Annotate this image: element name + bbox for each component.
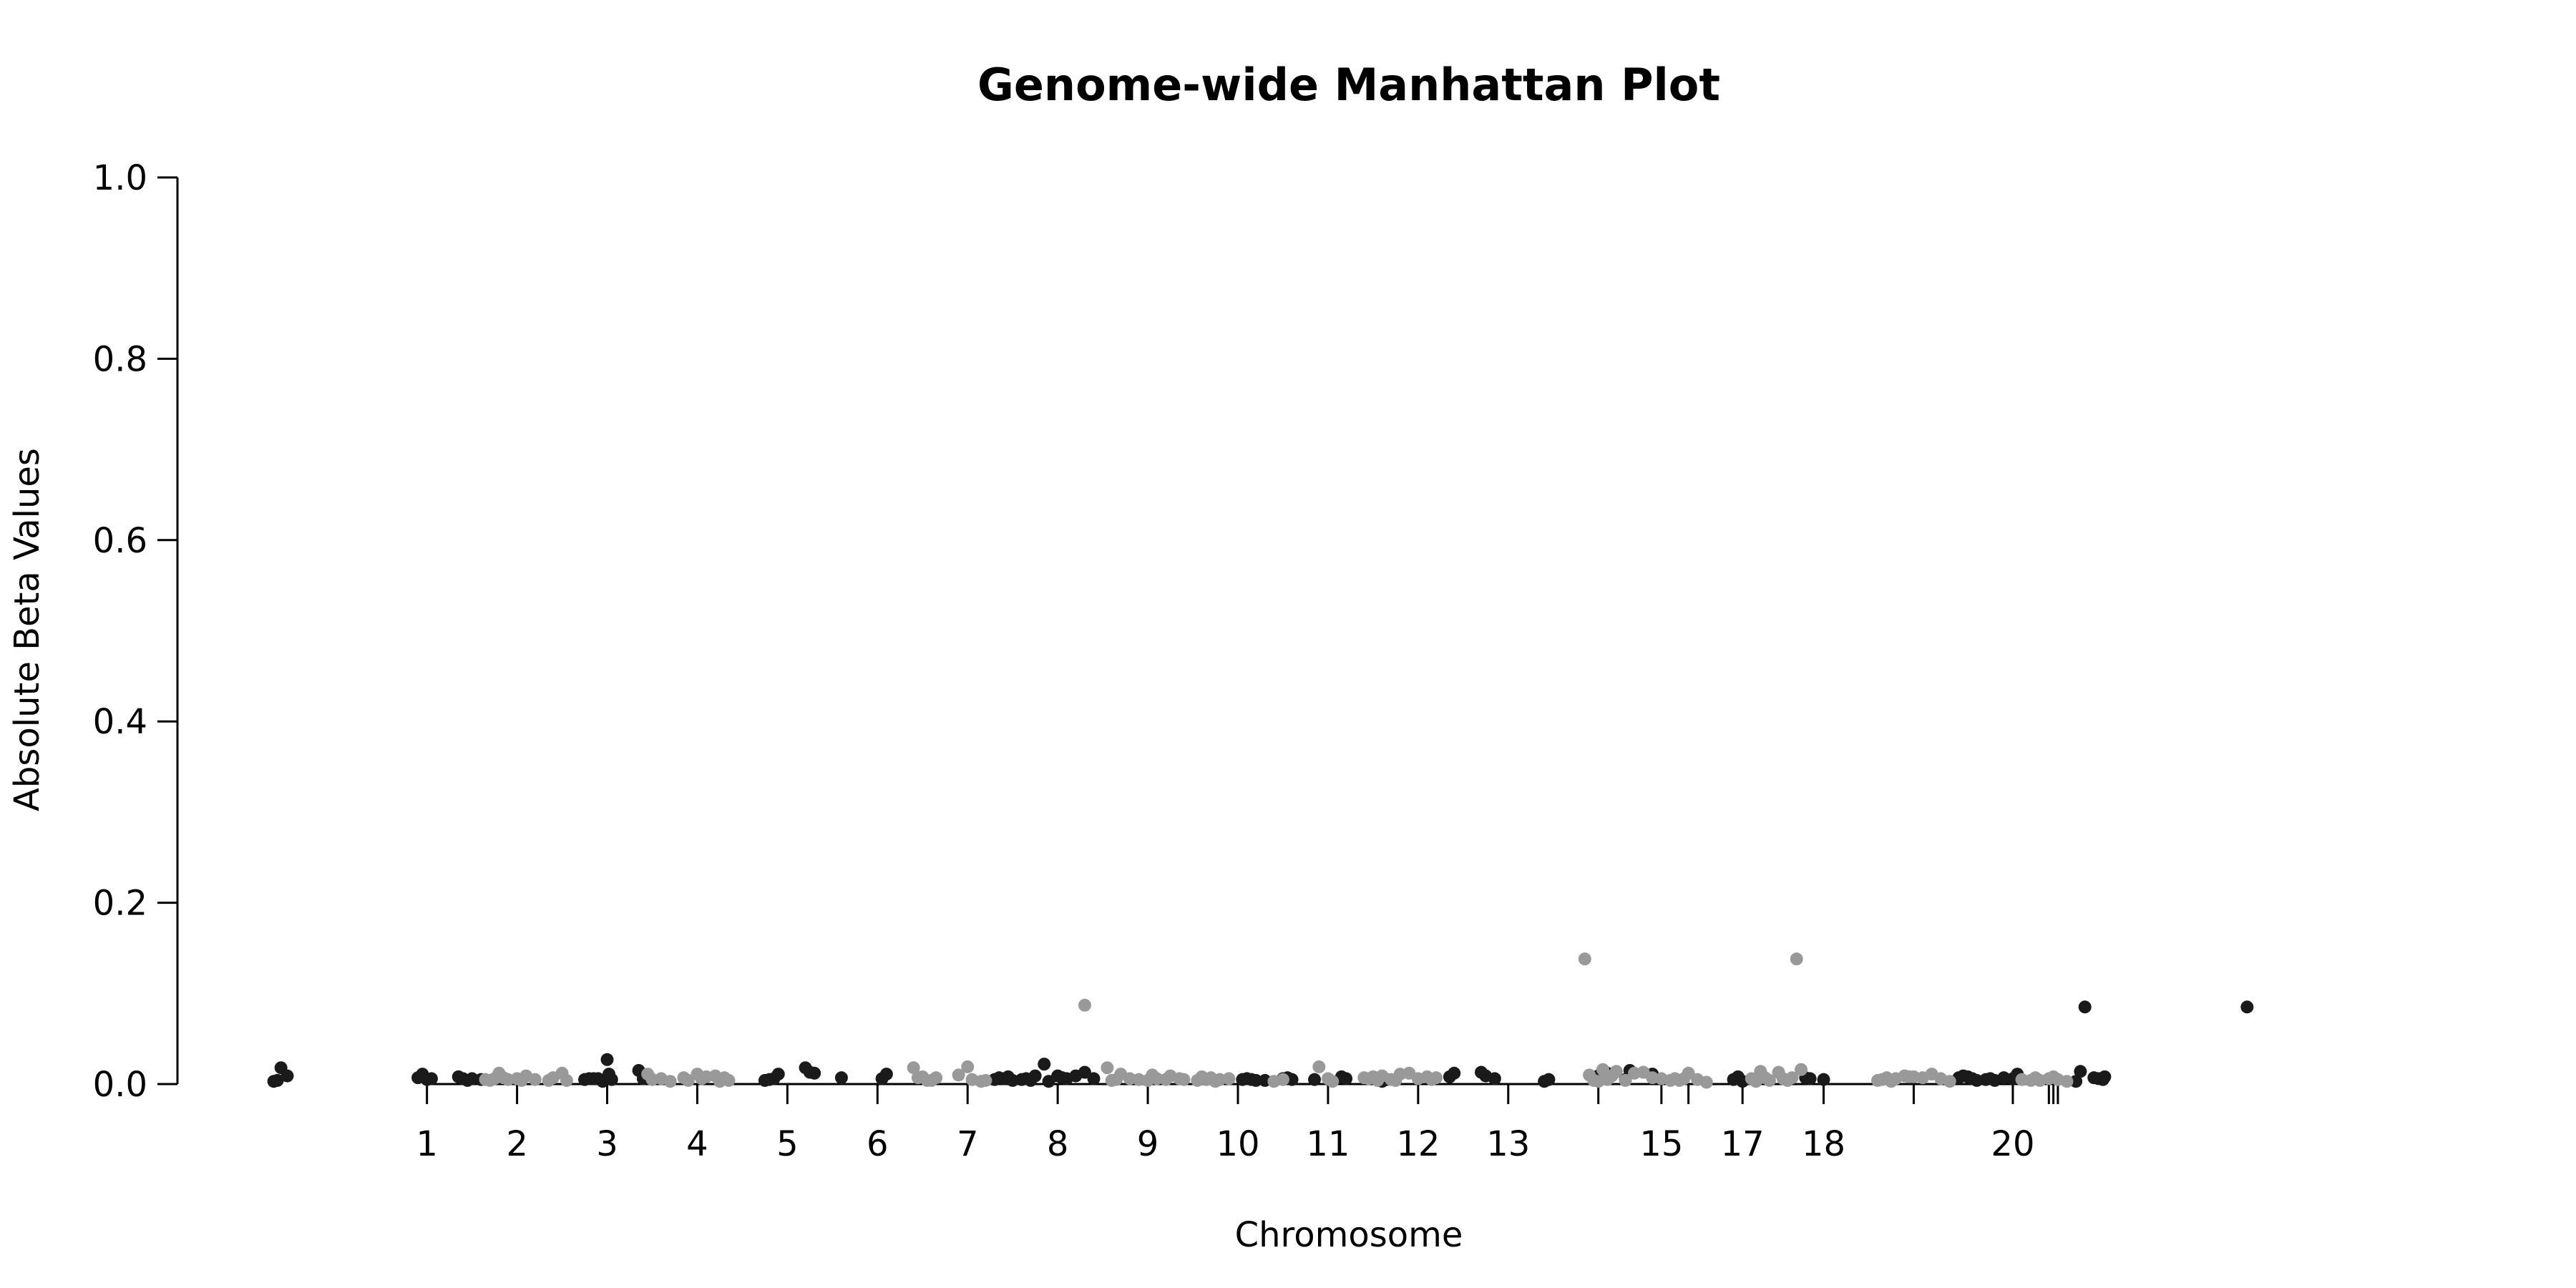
data-point xyxy=(663,1075,677,1088)
y-tick-label: 0.6 xyxy=(93,521,147,561)
x-tick-label: 10 xyxy=(1216,1124,1259,1164)
x-tick-label: 17 xyxy=(1721,1124,1765,1164)
data-point xyxy=(2078,1000,2092,1014)
data-point xyxy=(1699,1075,1713,1089)
y-tick-label: 0.2 xyxy=(93,884,147,924)
data-point xyxy=(1340,1072,1353,1085)
y-tick-label: 0.0 xyxy=(93,1065,147,1105)
data-point xyxy=(2074,1065,2087,1078)
data-point xyxy=(1943,1075,1956,1088)
data-point xyxy=(1222,1072,1236,1085)
y-axis: 0.0 0.2 0.4 0.6 0.8 1.0 xyxy=(93,158,179,1105)
y-tick-label: 1.0 xyxy=(93,158,147,198)
data-point xyxy=(1785,1071,1799,1085)
data-point xyxy=(1249,1073,1263,1087)
x-tick-label: 8 xyxy=(1047,1124,1069,1164)
x-tick-label: 6 xyxy=(867,1124,889,1164)
x-tick-label: 4 xyxy=(686,1124,708,1164)
data-point xyxy=(834,1071,848,1085)
data-point xyxy=(1790,952,1803,966)
data-point xyxy=(528,1073,542,1086)
data-point xyxy=(1430,1071,1443,1085)
data-point xyxy=(907,1061,920,1075)
chart-title: Genome-wide Manhattan Plot xyxy=(977,59,1720,111)
data-point xyxy=(1177,1073,1191,1086)
x-tick-label: 20 xyxy=(1991,1124,2034,1164)
data-points xyxy=(267,952,2254,1089)
data-point xyxy=(1078,998,1091,1012)
data-point xyxy=(280,1069,294,1083)
data-point xyxy=(1609,1065,1623,1078)
data-point xyxy=(1488,1072,1501,1085)
data-point xyxy=(605,1073,618,1086)
x-tick-label: 12 xyxy=(1396,1124,1440,1164)
data-point xyxy=(681,1073,695,1087)
data-point xyxy=(1101,1061,1114,1075)
data-point xyxy=(1078,1065,1091,1079)
x-tick-label: 7 xyxy=(957,1124,979,1164)
data-point xyxy=(600,1053,614,1066)
x-axis-label: Chromosome xyxy=(1235,1215,1463,1255)
x-tick-label: 2 xyxy=(506,1124,528,1164)
data-point xyxy=(270,1073,284,1087)
x-tick-label: 9 xyxy=(1137,1124,1159,1164)
x-tick-label: 15 xyxy=(1639,1124,1683,1164)
data-point xyxy=(1817,1073,1830,1086)
data-point xyxy=(1448,1066,1461,1080)
x-tick-label: 13 xyxy=(1486,1124,1530,1164)
data-point xyxy=(1803,1072,1817,1085)
data-point xyxy=(979,1073,992,1087)
data-point xyxy=(930,1071,943,1085)
x-tick-label: 11 xyxy=(1306,1124,1350,1164)
data-point xyxy=(1285,1073,1299,1086)
data-point xyxy=(1682,1066,1695,1080)
data-point xyxy=(1038,1058,1051,1071)
data-point xyxy=(424,1072,438,1085)
x-tick-label: 1 xyxy=(416,1124,438,1164)
data-point xyxy=(1795,1063,1808,1076)
x-tick-label: 3 xyxy=(596,1124,618,1164)
y-tick-label: 0.4 xyxy=(93,702,147,742)
y-tick-label: 0.8 xyxy=(93,339,147,379)
data-point xyxy=(1542,1073,1556,1086)
data-point xyxy=(2098,1070,2112,1083)
data-point xyxy=(1578,952,1591,966)
x-tick-label: 18 xyxy=(1802,1124,1845,1164)
y-axis-label: Absolute Beta Values xyxy=(7,448,47,811)
data-point xyxy=(1308,1073,1322,1086)
data-point xyxy=(1028,1069,1042,1083)
data-point xyxy=(1596,1063,1609,1076)
data-point xyxy=(808,1066,821,1080)
data-point xyxy=(722,1073,736,1087)
data-point xyxy=(1619,1073,1632,1087)
data-point xyxy=(2069,1075,2083,1088)
data-point xyxy=(2060,1075,2074,1088)
x-axis: 1 2 3 4 5 6 7 8 9 10 11 12 13 15 17 18 20 xyxy=(416,1083,2059,1164)
data-point xyxy=(2240,1000,2254,1014)
data-point xyxy=(961,1060,975,1073)
data-point xyxy=(771,1068,785,1081)
data-point xyxy=(560,1073,573,1087)
data-point xyxy=(1762,1073,1776,1087)
data-point xyxy=(952,1068,965,1082)
data-point xyxy=(1326,1075,1340,1088)
data-point xyxy=(1276,1073,1289,1086)
x-tick-label: 5 xyxy=(776,1124,799,1164)
data-point xyxy=(1087,1072,1101,1085)
data-point xyxy=(1312,1060,1326,1073)
data-point xyxy=(879,1068,893,1081)
